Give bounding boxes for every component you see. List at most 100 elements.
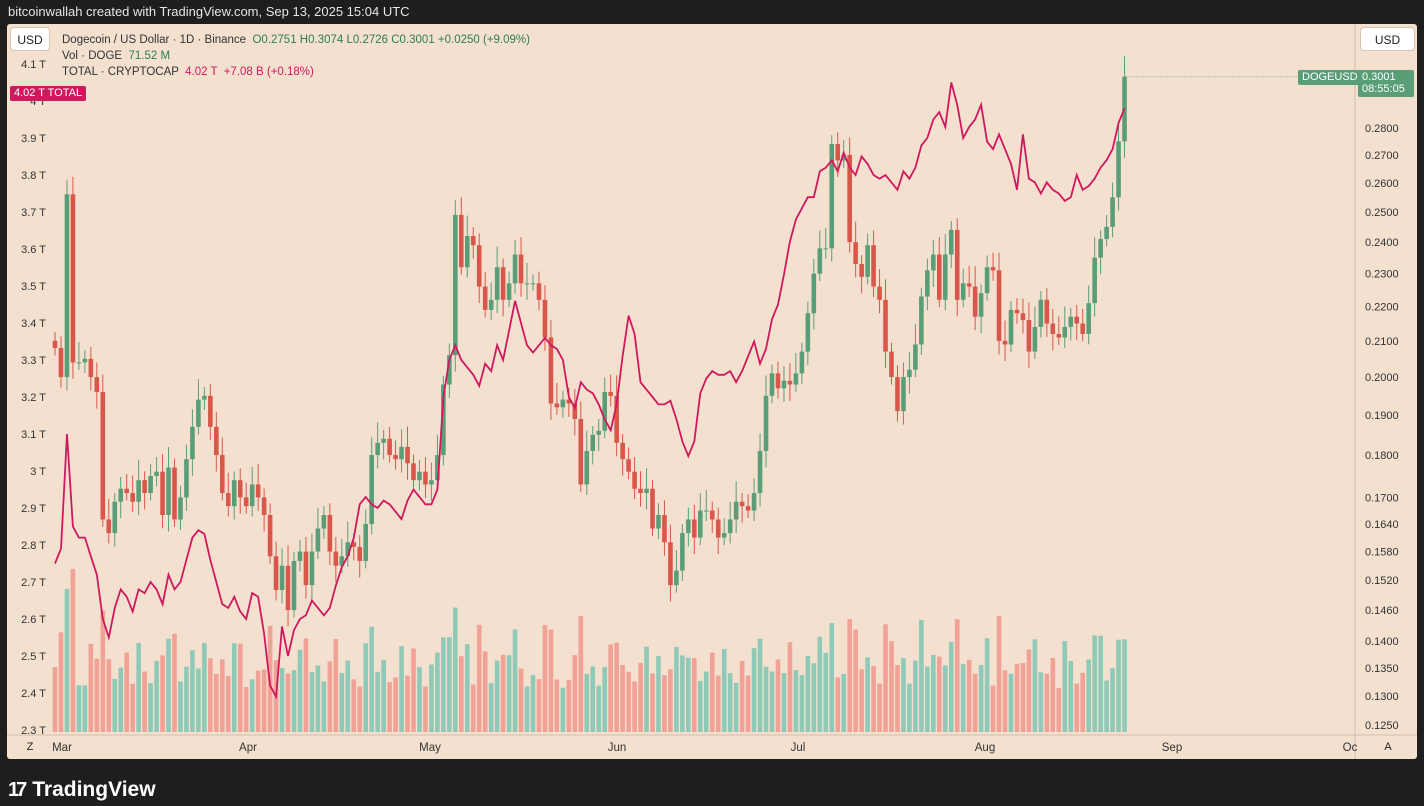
candle-body[interactable]: [721, 533, 727, 538]
auto-scale-button[interactable]: A: [1384, 741, 1392, 753]
candle-body[interactable]: [703, 510, 709, 512]
candle-body[interactable]: [811, 273, 817, 314]
candle-body[interactable]: [751, 493, 757, 511]
candle-body[interactable]: [488, 299, 494, 310]
candle-body[interactable]: [309, 551, 315, 586]
candle-body[interactable]: [733, 501, 739, 520]
candle-body[interactable]: [393, 455, 398, 460]
candle-body[interactable]: [536, 283, 542, 300]
zoom-button[interactable]: Z: [26, 741, 34, 753]
candle-body[interactable]: [554, 403, 560, 408]
candle-body[interactable]: [94, 377, 100, 393]
candle-body[interactable]: [178, 497, 183, 520]
candle-body[interactable]: [339, 556, 345, 566]
candle-body[interactable]: [285, 565, 291, 611]
candle-body[interactable]: [429, 480, 434, 485]
candle-body[interactable]: [954, 229, 960, 300]
candle-body[interactable]: [942, 254, 948, 300]
candle-body[interactable]: [793, 373, 799, 385]
candle-body[interactable]: [948, 229, 954, 255]
candle-body[interactable]: [447, 355, 452, 385]
candle-body[interactable]: [584, 450, 590, 485]
candle-body[interactable]: [435, 455, 440, 481]
candle-body[interactable]: [387, 438, 392, 456]
candle-body[interactable]: [913, 344, 918, 370]
candle-body[interactable]: [835, 144, 841, 161]
legend-vol-label[interactable]: Vol · DOGE: [62, 50, 123, 62]
candle-body[interactable]: [1104, 226, 1109, 240]
candle-body[interactable]: [865, 245, 870, 277]
candle-body[interactable]: [596, 430, 602, 435]
candle-body[interactable]: [877, 286, 882, 300]
candle-body[interactable]: [889, 351, 894, 378]
candle-body[interactable]: [267, 515, 273, 557]
candle-body[interactable]: [709, 510, 715, 520]
candle-body[interactable]: [757, 450, 763, 494]
candle-body[interactable]: [136, 480, 141, 502]
candle-body[interactable]: [925, 270, 930, 297]
candle-body[interactable]: [656, 515, 661, 529]
candle-body[interactable]: [88, 358, 94, 378]
candle-body[interactable]: [333, 551, 339, 566]
candle-body[interactable]: [381, 438, 386, 443]
candle-body[interactable]: [243, 497, 249, 507]
candle-body[interactable]: [686, 519, 691, 534]
candle-body[interactable]: [548, 337, 554, 404]
candle-body[interactable]: [931, 254, 936, 271]
candle-body[interactable]: [1110, 197, 1115, 227]
candle-body[interactable]: [1086, 303, 1091, 334]
candle-body[interactable]: [937, 254, 942, 300]
candle-body[interactable]: [1062, 326, 1068, 338]
candle-body[interactable]: [739, 501, 745, 507]
candle-body[interactable]: [530, 283, 536, 285]
candle-body[interactable]: [106, 519, 112, 534]
candle-body[interactable]: [727, 519, 733, 534]
candle-body[interactable]: [423, 471, 428, 485]
candle-body[interactable]: [411, 463, 416, 481]
candle-body[interactable]: [70, 194, 76, 363]
candle-body[interactable]: [620, 442, 625, 460]
candle-body[interactable]: [901, 377, 906, 412]
candle-body[interactable]: [960, 283, 966, 300]
candle-body[interactable]: [524, 283, 530, 285]
candle-body[interactable]: [560, 399, 566, 408]
candle-body[interactable]: [662, 515, 667, 543]
candle-body[interactable]: [303, 551, 309, 586]
candle-body[interactable]: [375, 442, 380, 456]
candle-body[interactable]: [321, 515, 327, 529]
candle-body[interactable]: [1068, 316, 1074, 327]
candle-body[interactable]: [58, 348, 64, 378]
candle-body[interactable]: [966, 283, 972, 287]
candle-body[interactable]: [644, 488, 649, 494]
candle-body[interactable]: [82, 358, 88, 363]
candle-body[interactable]: [225, 493, 231, 507]
candle-body[interactable]: [166, 467, 171, 516]
candle-body[interactable]: [1044, 299, 1050, 324]
candle-body[interactable]: [578, 418, 584, 485]
candle-body[interactable]: [124, 488, 129, 494]
candle-body[interactable]: [638, 488, 643, 494]
candle-body[interactable]: [817, 248, 823, 274]
candle-body[interactable]: [632, 471, 637, 489]
candle-body[interactable]: [984, 267, 990, 294]
candle-body[interactable]: [769, 373, 775, 396]
candle-body[interactable]: [154, 471, 159, 476]
candle-body[interactable]: [1020, 313, 1026, 321]
candle-body[interactable]: [1032, 326, 1038, 352]
candle-body[interactable]: [763, 395, 769, 451]
candle-body[interactable]: [405, 446, 410, 464]
legend-symbol[interactable]: Dogecoin / US Dollar · 1D · Binance: [62, 34, 247, 46]
candle-body[interactable]: [787, 380, 793, 385]
candle-body[interactable]: [590, 434, 596, 451]
candle-body[interactable]: [781, 380, 787, 389]
candle-body[interactable]: [441, 384, 446, 456]
candle-body[interactable]: [841, 154, 846, 161]
candle-body[interactable]: [351, 542, 357, 547]
candle-body[interactable]: [990, 267, 996, 271]
candle-body[interactable]: [919, 296, 924, 345]
candle-body[interactable]: [1074, 316, 1080, 324]
candle-body[interactable]: [1080, 323, 1085, 334]
candle-body[interactable]: [417, 471, 422, 481]
candle-body[interactable]: [1092, 257, 1097, 304]
